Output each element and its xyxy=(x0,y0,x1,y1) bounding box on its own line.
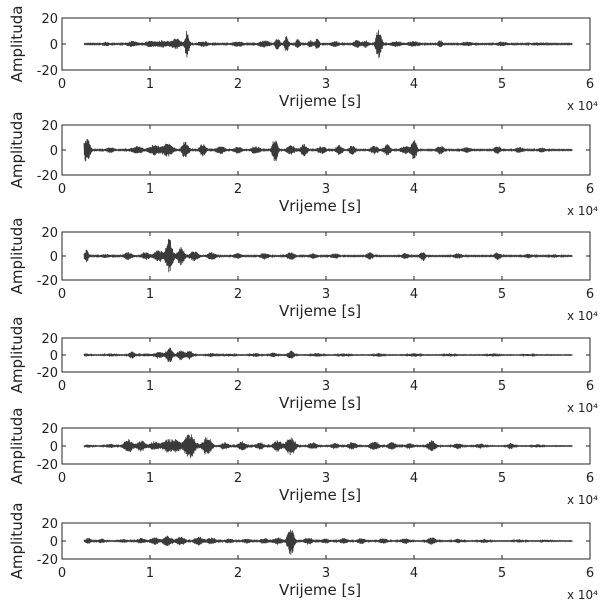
y-tick-label: -20 xyxy=(37,274,58,289)
y-tick-label: 0 xyxy=(50,144,58,159)
x-axis-title: Vrijeme [s] xyxy=(279,486,361,504)
x-tick-label: 5 xyxy=(498,182,506,197)
x-axis-title: Vrijeme [s] xyxy=(279,581,361,599)
x-tick-label: 1 xyxy=(146,77,154,92)
x-tick-label: 6 xyxy=(586,566,594,581)
x-tick-label: 6 xyxy=(586,182,594,197)
x-axis-title: Vrijeme [s] xyxy=(279,197,361,215)
y-tick-label: 0 xyxy=(50,535,58,550)
x-tick-label: 6 xyxy=(586,471,594,486)
y-tick-label: 20 xyxy=(41,517,58,532)
x-tick-label: 0 xyxy=(58,471,66,486)
y-tick-label: 20 xyxy=(41,226,58,241)
x-axis-title: Vrijeme [s] xyxy=(279,302,361,320)
x-tick-label: 6 xyxy=(586,77,594,92)
x-tick-label: 3 xyxy=(322,379,330,394)
x-tick-label: 4 xyxy=(410,77,418,92)
y-tick-label: 20 xyxy=(41,119,58,134)
y-axis-title: Amplituda xyxy=(8,112,26,189)
x-tick-label: 3 xyxy=(322,471,330,486)
signal-trace xyxy=(83,434,573,459)
signal-trace xyxy=(83,238,573,273)
x-tick-label: 5 xyxy=(498,566,506,581)
x-tick-label: 4 xyxy=(410,379,418,394)
x-tick-label: 2 xyxy=(234,182,242,197)
y-tick-label: 20 xyxy=(41,422,58,437)
y-axis-title: Amplituda xyxy=(8,317,26,394)
x-tick-label: 5 xyxy=(498,379,506,394)
x-tick-label: 2 xyxy=(234,471,242,486)
signal-trace xyxy=(83,139,573,162)
y-tick-label: -20 xyxy=(37,169,58,184)
x-tick-label: 3 xyxy=(322,182,330,197)
y-tick-label: 0 xyxy=(50,349,58,364)
x-tick-label: 1 xyxy=(146,287,154,302)
x-axis-title: Vrijeme [s] xyxy=(279,394,361,412)
x-tick-label: 5 xyxy=(498,77,506,92)
y-tick-label: 20 xyxy=(41,332,58,347)
x-axis-multiplier: x 10⁴ xyxy=(567,204,598,218)
x-tick-label: 6 xyxy=(586,379,594,394)
x-tick-label: 1 xyxy=(146,566,154,581)
x-tick-label: 3 xyxy=(322,77,330,92)
x-tick-label: 5 xyxy=(498,287,506,302)
x-tick-label: 2 xyxy=(234,566,242,581)
x-tick-label: 4 xyxy=(410,566,418,581)
y-axis-title: Amplituda xyxy=(8,218,26,295)
signal-trace xyxy=(83,29,573,58)
y-tick-label: 0 xyxy=(50,38,58,53)
x-tick-label: 0 xyxy=(58,77,66,92)
x-tick-label: 4 xyxy=(410,182,418,197)
y-tick-label: -20 xyxy=(37,366,58,381)
x-tick-label: 3 xyxy=(322,287,330,302)
x-tick-label: 3 xyxy=(322,566,330,581)
x-tick-label: 0 xyxy=(58,287,66,302)
y-tick-label: -20 xyxy=(37,64,58,79)
y-tick-label: 20 xyxy=(41,12,58,27)
x-tick-label: 4 xyxy=(410,287,418,302)
x-tick-label: 1 xyxy=(146,379,154,394)
x-tick-label: 5 xyxy=(498,471,506,486)
x-axis-multiplier: x 10⁴ xyxy=(567,99,598,113)
y-axis-title: Amplituda xyxy=(8,6,26,83)
y-tick-label: 0 xyxy=(50,440,58,455)
y-axis-title: Amplituda xyxy=(8,503,26,580)
x-tick-label: 1 xyxy=(146,471,154,486)
y-tick-label: 0 xyxy=(50,250,58,265)
x-axis-title: Vrijeme [s] xyxy=(279,92,361,110)
y-tick-label: -20 xyxy=(37,458,58,473)
x-axis-multiplier: x 10⁴ xyxy=(567,493,598,507)
x-tick-label: 2 xyxy=(234,77,242,92)
x-axis-multiplier: x 10⁴ xyxy=(567,309,598,323)
x-tick-label: 4 xyxy=(410,471,418,486)
signal-trace xyxy=(83,347,573,363)
x-tick-label: 0 xyxy=(58,182,66,197)
signal-trace xyxy=(83,529,573,555)
x-tick-label: 6 xyxy=(586,287,594,302)
y-tick-label: -20 xyxy=(37,553,58,568)
x-tick-label: 1 xyxy=(146,182,154,197)
y-axis-title: Amplituda xyxy=(8,408,26,485)
x-tick-label: 2 xyxy=(234,287,242,302)
x-tick-label: 0 xyxy=(58,379,66,394)
x-axis-multiplier: x 10⁴ xyxy=(567,588,598,601)
x-tick-label: 2 xyxy=(234,379,242,394)
x-tick-label: 0 xyxy=(58,566,66,581)
x-axis-multiplier: x 10⁴ xyxy=(567,401,598,415)
